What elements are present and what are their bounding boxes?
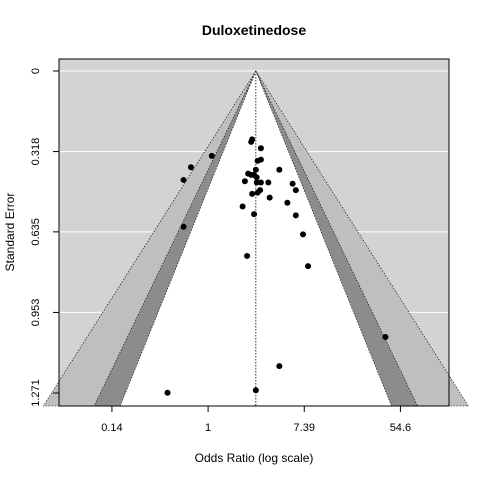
study-point [284, 199, 291, 206]
y-tick-label: 1.271 [30, 379, 42, 407]
study-point [257, 187, 264, 194]
study-point [257, 156, 264, 163]
study-point [248, 138, 255, 145]
study-point [164, 389, 171, 396]
x-axis: 0.14 1 7.39 54.6 [101, 405, 411, 434]
study-point [208, 152, 215, 159]
y-tick-label: 0.635 [30, 218, 42, 246]
study-point [239, 203, 246, 210]
study-point [265, 179, 272, 186]
study-point [252, 387, 259, 394]
x-axis-label: Odds Ratio (log scale) [195, 451, 314, 465]
study-point [289, 180, 296, 187]
study-point [180, 223, 187, 230]
x-tick-label: 0.14 [101, 422, 122, 434]
study-point [276, 166, 283, 173]
x-tick-label: 7.39 [294, 422, 315, 434]
study-point [253, 179, 260, 186]
x-tick-label: 1 [205, 422, 211, 434]
study-point [305, 263, 312, 270]
study-point [249, 190, 256, 197]
study-point [292, 212, 299, 219]
study-point [251, 211, 258, 218]
x-tick-label: 54.6 [390, 422, 411, 434]
study-point [252, 166, 259, 173]
study-point [300, 231, 307, 238]
study-point [382, 334, 389, 341]
study-point [244, 252, 251, 259]
study-point [253, 174, 260, 181]
study-point [180, 176, 187, 183]
study-point [241, 178, 248, 185]
y-axis-label: Standard Error [3, 193, 17, 272]
study-point [292, 187, 299, 194]
y-tick-label: 0 [30, 68, 42, 74]
y-axis: 0 0.318 0.635 0.953 1.271 [30, 68, 60, 407]
study-point [187, 164, 194, 171]
study-points [164, 136, 389, 396]
study-point [257, 145, 264, 152]
study-point [276, 363, 283, 370]
y-tick-label: 0.953 [30, 299, 42, 327]
chart-title: Duloxetinedose [202, 22, 306, 38]
contour-90 [119, 70, 393, 407]
study-point [266, 194, 273, 201]
y-tick-label: 0.318 [30, 138, 42, 166]
study-point [257, 179, 264, 186]
